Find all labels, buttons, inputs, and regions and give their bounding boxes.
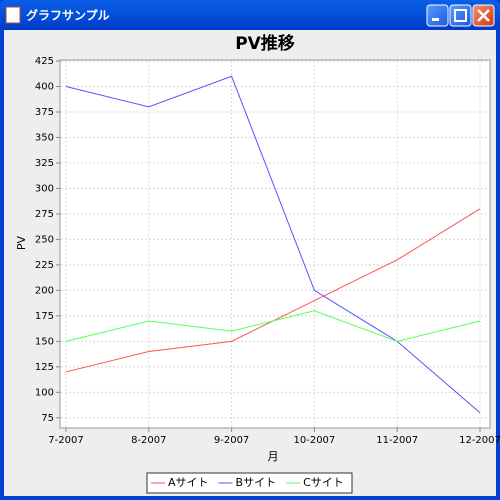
close-button[interactable] [472, 4, 495, 27]
x-tick-label: 8-2007 [131, 435, 166, 446]
y-axis-label: PV [15, 235, 28, 250]
y-tick-label: 275 [35, 209, 54, 220]
window-title: グラフサンプル [26, 8, 110, 23]
x-tick-label: 11-2007 [376, 435, 418, 446]
plot-area [59, 59, 491, 429]
app-icon [5, 6, 21, 24]
y-tick-label: 100 [35, 387, 54, 398]
legend-label: Cサイト [303, 476, 344, 489]
y-tick-label: 75 [41, 413, 54, 424]
x-tick-label: 9-2007 [214, 435, 249, 446]
y-tick-label: 400 [35, 82, 54, 93]
title-bar [0, 0, 500, 30]
series-line [65, 75, 481, 414]
y-tick-label: 200 [35, 285, 54, 296]
y-tick-label: 225 [35, 260, 54, 271]
y-tick-label: 375 [35, 107, 54, 118]
x-tick-label: 12-2007 [459, 435, 500, 446]
legend-label: Aサイト [168, 476, 209, 489]
y-tick-label: 325 [35, 158, 54, 169]
minimize-button[interactable] [426, 4, 449, 27]
legend [146, 472, 353, 494]
x-tick-label: 7-2007 [48, 435, 83, 446]
x-axis-label: 月 [268, 450, 279, 463]
maximize-button[interactable] [449, 4, 472, 27]
y-tick-label: 250 [35, 234, 54, 245]
legend-label: Bサイト [236, 476, 277, 489]
y-tick-label: 300 [35, 183, 54, 194]
x-tick-label: 10-2007 [294, 435, 336, 446]
y-tick-label: 150 [35, 336, 54, 347]
y-tick-label: 425 [35, 56, 54, 67]
chart-title: PV推移 [235, 33, 295, 54]
y-tick-label: 125 [35, 362, 54, 373]
y-tick-label: 350 [35, 132, 54, 143]
series-line [65, 310, 481, 342]
y-tick-label: 175 [35, 311, 54, 322]
